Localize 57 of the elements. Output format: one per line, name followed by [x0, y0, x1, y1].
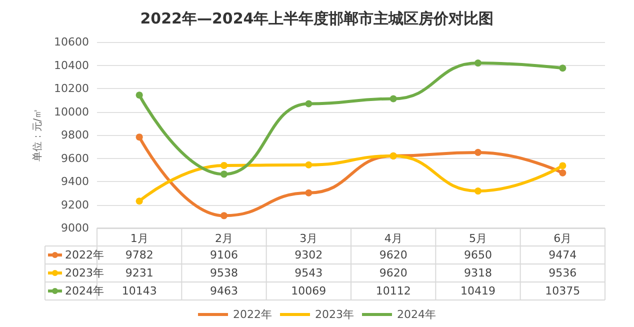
- data-label: 9302: [294, 248, 323, 262]
- y-tick-label: 9800: [61, 128, 89, 142]
- x-tick-label: 6月: [554, 232, 572, 245]
- point: [220, 212, 228, 220]
- point: [559, 169, 566, 176]
- legend-label: 2024年: [65, 284, 104, 298]
- point: [559, 162, 566, 170]
- y-tick-label: 10000: [54, 105, 89, 118]
- text: 2024年: [396, 308, 436, 321]
- data-label: 9231: [125, 266, 154, 280]
- x-tick-label: 4月: [384, 232, 402, 245]
- y-tick-label: 10600: [54, 36, 89, 48]
- data-label: 9538: [210, 266, 238, 280]
- data-label: 9536: [548, 266, 577, 280]
- y-tick-label: 10400: [54, 58, 89, 72]
- point: [136, 92, 143, 99]
- chart-title: 2022年—2024年上半年度邯郸市主城区房价对比图: [140, 10, 494, 28]
- data-label: 9106: [210, 248, 238, 262]
- data-label: 9463: [210, 284, 238, 298]
- point: [136, 198, 143, 205]
- point: [474, 148, 482, 156]
- point: [136, 134, 143, 141]
- y-tick-label: 9200: [61, 198, 89, 212]
- x-tick-label: 3月: [300, 232, 318, 245]
- point: [305, 100, 312, 108]
- x-tick-label: 5月: [469, 232, 487, 245]
- text: 2022年: [233, 308, 272, 321]
- x-tick-label: 1月: [130, 232, 148, 245]
- y-tick-label: 10200: [54, 82, 89, 95]
- data-label: 10069: [291, 284, 326, 298]
- y-tick-label: 9400: [61, 175, 89, 188]
- data-label: 9782: [125, 248, 154, 262]
- point: [559, 64, 566, 72]
- y-axis-title: 单位：元/㎡: [32, 108, 44, 162]
- point: [474, 60, 482, 67]
- point: [305, 189, 312, 196]
- y-tick-label: 9000: [61, 222, 89, 234]
- data-label: 9543: [294, 266, 323, 280]
- point: [390, 95, 397, 102]
- point: [305, 161, 312, 168]
- x-tick-label: 2月: [215, 232, 233, 245]
- point: [220, 170, 228, 178]
- data-label: 9650: [464, 248, 492, 262]
- data-label: 9620: [379, 266, 408, 280]
- data-label: 9620: [379, 248, 408, 262]
- data-label: 10143: [122, 284, 157, 298]
- data-label: 10419: [460, 284, 496, 298]
- point: [474, 188, 482, 195]
- point: [220, 162, 228, 169]
- data-label: 9318: [464, 266, 492, 280]
- data-label: 10375: [545, 284, 580, 298]
- y-tick-label: 9600: [61, 152, 89, 165]
- text: 2023年: [315, 308, 354, 321]
- legend-label: 2022年: [65, 248, 104, 262]
- data-label: 9474: [548, 248, 577, 262]
- data-label: 10112: [376, 284, 411, 298]
- legend-label: 2023年: [65, 266, 104, 280]
